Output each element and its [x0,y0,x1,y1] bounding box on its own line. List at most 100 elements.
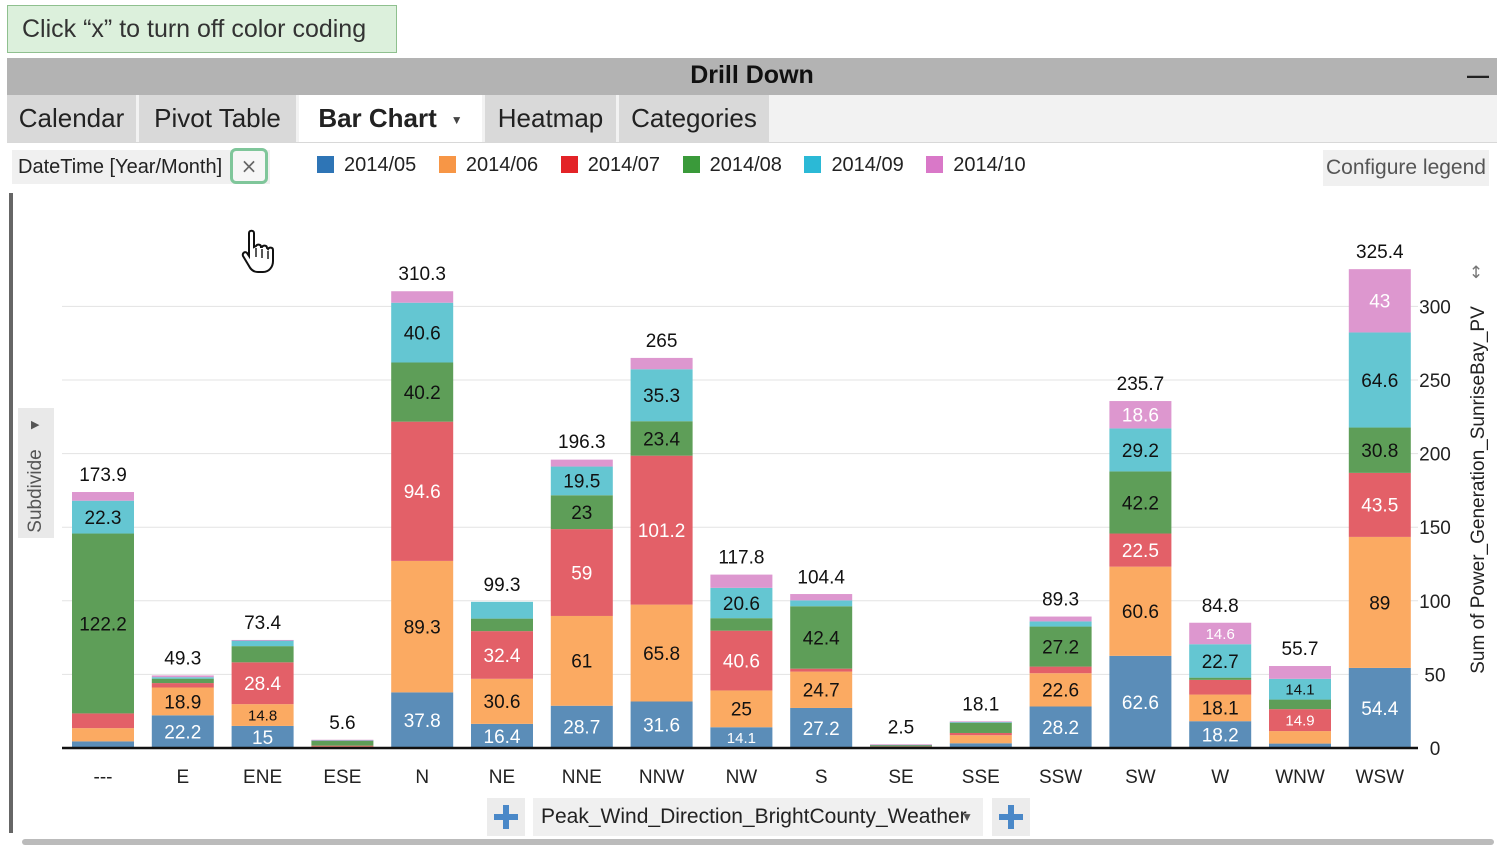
bar-segment[interactable] [1189,677,1252,680]
bar-segment[interactable] [151,678,214,684]
legend-item[interactable]: 2014/08 [682,150,782,180]
tab-calendar[interactable]: Calendar [7,95,136,142]
bar-segment[interactable] [231,640,294,647]
tab-categories[interactable]: Categories [619,95,769,142]
bar-segment[interactable] [1348,536,1411,668]
bar-segment[interactable] [1029,626,1092,667]
bar-segment[interactable] [391,560,454,693]
bar-segment[interactable] [550,495,613,530]
bar-segment[interactable] [870,744,932,747]
bar-segment[interactable] [391,302,454,363]
bar-segment[interactable] [1189,721,1252,748]
close-icon[interactable]: × [230,148,268,184]
bar-segment[interactable] [1269,699,1331,710]
bar-segment[interactable] [391,362,454,422]
bar-segment[interactable] [151,677,214,679]
bar-segment[interactable] [630,357,693,370]
bar-segment[interactable] [1029,666,1092,674]
bar-segment[interactable] [949,722,1012,733]
bar-segment[interactable] [1109,655,1172,748]
minimize-icon[interactable]: — [1467,63,1489,88]
bar-segment[interactable] [630,701,693,748]
bar-segment[interactable] [1348,667,1411,748]
bar-segment[interactable] [72,500,134,534]
bar-segment[interactable] [630,455,693,605]
bar-segment[interactable] [630,369,693,422]
bar-segment[interactable] [1269,743,1331,748]
add-right-button[interactable] [992,798,1030,836]
bar-segment[interactable] [391,291,454,303]
bar-segment[interactable] [1189,644,1252,678]
bar-segment[interactable] [790,606,853,669]
bar-segment[interactable] [790,671,853,708]
bar-segment[interactable] [1348,427,1411,473]
bar-segment[interactable] [1109,401,1172,429]
bar-segment[interactable] [72,741,134,748]
legend-item[interactable]: 2014/09 [804,150,904,180]
bar-segment[interactable] [311,746,374,747]
color-by-chip[interactable]: DateTime [Year/Month] [12,150,270,184]
configure-legend-button[interactable]: Configure legend [1323,150,1489,186]
bar-segment[interactable] [231,639,294,641]
bar-segment[interactable] [1029,673,1092,707]
bar-segment[interactable] [790,594,853,601]
bar-segment[interactable] [1029,621,1092,627]
bar-segment[interactable] [1348,472,1411,537]
bar-segment[interactable] [949,743,1012,748]
bar-segment[interactable] [391,692,454,748]
legend-item[interactable]: 2014/07 [560,150,660,180]
bar-segment[interactable] [949,721,1012,723]
bar-segment[interactable] [231,662,294,705]
x-axis-dropdown[interactable]: Peak_Wind_Direction_BrightCounty_Weather… [533,798,983,836]
bar-segment[interactable] [710,618,773,631]
bar-segment[interactable] [1189,694,1252,722]
bar-segment[interactable] [630,421,693,456]
bar-segment[interactable] [471,723,533,748]
bar-segment[interactable] [72,492,134,501]
bar-segment[interactable] [1269,666,1331,679]
horizontal-scrollbar[interactable] [22,839,1494,845]
bar-segment[interactable] [550,529,613,616]
bar-segment[interactable] [710,727,773,748]
bar-segment[interactable] [231,704,294,726]
bar-segment[interactable] [471,601,533,619]
bar-segment[interactable] [550,705,613,748]
bar-segment[interactable] [710,630,773,691]
legend-item[interactable]: 2014/10 [926,150,1026,180]
bar-segment[interactable] [72,713,134,729]
bar-segment[interactable] [231,646,294,663]
bar-segment[interactable] [790,600,853,607]
tab-bar-chart[interactable]: Bar Chart ▼ [299,95,482,142]
bar-segment[interactable] [1348,332,1411,428]
bar-segment[interactable] [1269,709,1331,732]
bar-segment[interactable] [1269,678,1331,700]
bar-segment[interactable] [1269,731,1331,744]
legend-item[interactable]: 2014/06 [438,150,538,180]
bar-segment[interactable] [949,735,1012,744]
bar-segment[interactable] [710,574,773,588]
bar-segment[interactable] [1029,706,1092,748]
bar-segment[interactable] [870,744,932,746]
bar-segment[interactable] [1109,428,1172,472]
bar-segment[interactable] [630,604,693,702]
bar-segment[interactable] [1109,533,1172,567]
bar-segment[interactable] [1109,566,1172,656]
bar-segment[interactable] [151,715,214,748]
bar-segment[interactable] [1029,616,1092,622]
chevron-down-icon[interactable]: ▼ [450,112,463,127]
bar-segment[interactable] [311,745,374,747]
bar-segment[interactable] [1109,471,1172,534]
bar-segment[interactable] [151,675,214,678]
bar-segment[interactable] [1189,622,1252,645]
tab-pivot-table[interactable]: Pivot Table [139,95,296,142]
bar-segment[interactable] [790,668,853,672]
bar-segment[interactable] [550,466,613,496]
vertical-scrollbar[interactable] [9,193,13,833]
bar-segment[interactable] [710,690,773,728]
bar-segment[interactable] [949,732,1012,736]
bar-segment[interactable] [790,707,853,748]
bar-segment[interactable] [471,618,533,632]
bar-segment[interactable] [391,421,454,561]
tab-heatmap[interactable]: Heatmap [485,95,616,142]
bar-segment[interactable] [151,683,214,688]
